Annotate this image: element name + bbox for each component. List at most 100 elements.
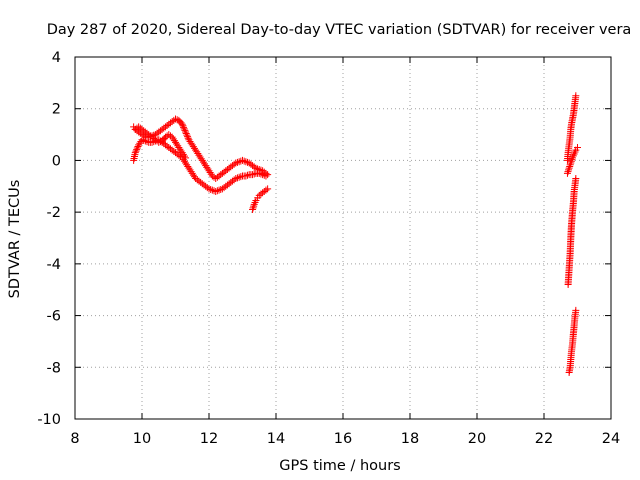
series-track-d (249, 185, 272, 214)
data-point (567, 159, 575, 167)
data-point (133, 144, 141, 152)
data-point (212, 187, 220, 195)
chart-title: Day 287 of 2020, Sidereal Day-to-day VTE… (47, 22, 632, 38)
data-point (240, 157, 248, 165)
data-point (237, 173, 245, 181)
data-point (208, 186, 216, 194)
data-point (566, 162, 574, 170)
data-point (184, 134, 192, 142)
x-tick-label: 16 (334, 431, 352, 447)
data-point (213, 187, 221, 195)
y-tick-label: -8 (47, 360, 61, 376)
series-track-f (563, 144, 581, 177)
data-point (244, 171, 252, 179)
x-tick-label: 24 (602, 431, 620, 447)
data-points (130, 92, 581, 376)
data-point (180, 123, 188, 131)
data-point (182, 128, 190, 136)
data-point (262, 186, 270, 194)
series-track-g (564, 175, 580, 289)
data-point (255, 169, 263, 177)
data-point (250, 170, 258, 178)
data-point (563, 169, 571, 177)
data-point (205, 185, 213, 193)
data-point (217, 186, 225, 194)
data-point (184, 133, 192, 141)
data-point (565, 166, 573, 174)
data-point (239, 156, 246, 164)
data-point (568, 156, 576, 164)
data-point (235, 158, 243, 166)
data-point (155, 138, 163, 146)
data-point (178, 120, 186, 128)
data-point (233, 158, 241, 166)
data-point (250, 200, 258, 208)
data-point (138, 136, 146, 144)
data-point (567, 157, 575, 165)
data-point (572, 92, 580, 100)
data-point (179, 122, 187, 130)
data-point (235, 173, 243, 181)
data-point (133, 146, 141, 154)
data-point (134, 142, 142, 150)
series-track-b (130, 136, 270, 195)
data-point (244, 158, 252, 166)
y-tick-label: -4 (47, 257, 61, 273)
data-point (242, 158, 250, 166)
data-point (232, 159, 240, 167)
x-tick-label: 18 (401, 431, 419, 447)
data-point (131, 149, 139, 157)
grid-lines (75, 57, 611, 419)
data-point (566, 161, 574, 169)
x-tick-label: 22 (535, 431, 553, 447)
data-point (572, 175, 580, 183)
data-point (249, 171, 257, 179)
y-tick-label: -2 (47, 205, 61, 221)
y-tick-label: -10 (37, 412, 61, 428)
x-axis-label: GPS time / hours (279, 458, 400, 474)
x-tick-label: 10 (133, 431, 151, 447)
data-point (262, 172, 270, 180)
series-track-e (563, 92, 580, 164)
data-point (249, 204, 257, 212)
series-track-c (131, 123, 190, 162)
data-point (572, 306, 580, 314)
y-axis-label: SDTVAR / TECUs (7, 180, 23, 299)
y-tick-label: 2 (52, 102, 61, 118)
x-tick-label: 8 (70, 431, 79, 447)
data-point (257, 170, 265, 178)
data-point (215, 186, 223, 194)
y-tick-label: -6 (47, 309, 61, 325)
data-point (181, 126, 189, 134)
data-point (249, 206, 257, 214)
data-point (565, 164, 573, 172)
data-point (182, 154, 190, 162)
data-point (259, 171, 267, 179)
data-point (180, 152, 188, 160)
data-point (232, 175, 240, 183)
y-tick-label: 4 (52, 50, 61, 66)
data-point (132, 147, 140, 155)
data-point (177, 119, 185, 127)
data-point (183, 131, 191, 139)
x-tick-label: 20 (468, 431, 486, 447)
series-track-a (130, 115, 272, 183)
x-tick-label: 14 (267, 431, 285, 447)
data-point (143, 138, 151, 146)
data-point (207, 186, 215, 194)
data-point (141, 137, 149, 145)
data-point (180, 125, 188, 133)
data-point (264, 185, 272, 193)
x-tick-label: 12 (200, 431, 218, 447)
data-point (250, 202, 258, 210)
data-point (172, 115, 179, 123)
data-point (574, 144, 581, 151)
data-point (564, 168, 572, 176)
y-tick-label: 0 (52, 153, 61, 169)
series-track-h (565, 306, 580, 376)
data-point (140, 136, 148, 144)
data-point (242, 172, 250, 180)
data-point (260, 171, 268, 179)
